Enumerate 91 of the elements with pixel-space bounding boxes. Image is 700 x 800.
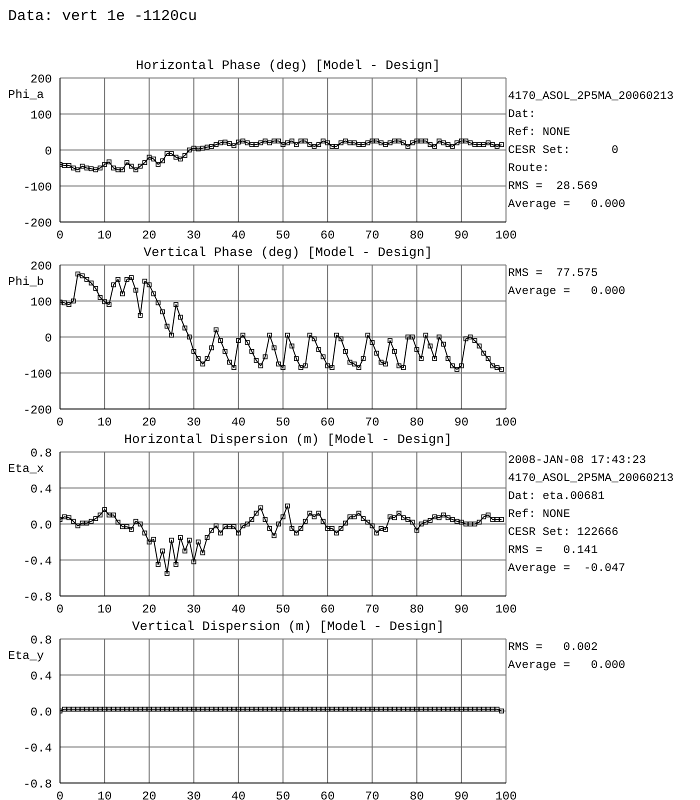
text: Average = 0.000 [508, 284, 626, 300]
x-tick-label: 50 [276, 602, 290, 617]
text: RMS = 77.575 [508, 266, 599, 282]
y-axis-title: Phi_b [8, 275, 44, 289]
y-tick-label: 100 [30, 108, 52, 122]
x-tick-label: 80 [410, 790, 424, 800]
text: Ref: NONE [508, 507, 572, 523]
text: Dat: [508, 107, 537, 123]
x-tick-label: 70 [364, 602, 380, 617]
y-tick-label: 200 [30, 259, 52, 274]
text: Average = 0.000 [508, 658, 626, 674]
x-tick-label: 50 [276, 790, 290, 800]
x-tick-label: 70 [364, 790, 380, 800]
x-tick-label: 20 [142, 416, 156, 430]
x-tick-label: 20 [142, 790, 156, 800]
y-tick-label: 0 [44, 144, 52, 158]
x-tick-label: 100 [495, 416, 517, 430]
chart-title: Horizontal Phase (deg) [Model - Design] [134, 58, 442, 73]
x-tick-label: 100 [495, 228, 517, 243]
x-tick-label: 90 [454, 228, 469, 243]
x-tick-label: 40 [231, 602, 246, 617]
x-tick-label: 10 [97, 416, 112, 430]
x-tick-label: 20 [142, 228, 156, 243]
text: Average = -0.047 [508, 561, 626, 577]
y-tick-label: 0.0 [30, 518, 52, 532]
x-tick-label: 90 [454, 602, 469, 617]
text: Route: [508, 161, 550, 177]
x-tick-label: 100 [495, 790, 517, 800]
text: Dat: eta.00681 [508, 489, 606, 505]
y-tick-label: -0.8 [23, 590, 52, 604]
x-tick-label: 0 [56, 602, 64, 617]
x-tick-label: 0 [56, 416, 64, 430]
x-tick-label: 60 [320, 790, 335, 800]
text: 4170_ASOL_2P5MA_20060213 [508, 89, 674, 105]
x-tick-label: 80 [410, 602, 424, 617]
y-tick-label: 0.0 [30, 705, 52, 720]
x-tick-label: 90 [454, 790, 469, 800]
text: CESR Set: 0 [508, 143, 620, 159]
y-tick-label: -0.8 [23, 777, 52, 792]
y-tick-label: 0.4 [30, 669, 52, 684]
x-tick-label: 100 [495, 602, 517, 617]
text: 2008-JAN-08 17:43:23 [508, 453, 648, 469]
y-tick-label: 200 [30, 72, 52, 86]
y-tick-label: -100 [23, 367, 52, 382]
y-tick-label: 0.8 [30, 633, 52, 648]
x-tick-label: 40 [231, 790, 246, 800]
x-tick-label: 10 [97, 790, 112, 800]
x-tick-label: 10 [97, 602, 112, 617]
x-tick-label: 70 [364, 228, 380, 243]
x-tick-label: 30 [186, 602, 202, 617]
x-tick-label: 60 [320, 416, 335, 430]
text: RMS = 28.569 [508, 179, 599, 195]
text: Average = 0.000 [508, 197, 626, 213]
x-tick-label: 70 [364, 416, 380, 430]
x-tick-label: 0 [56, 790, 64, 800]
text: RMS = 0.002 [508, 640, 599, 656]
chart-title: Vertical Phase (deg) [Model - Design] [142, 245, 434, 260]
x-tick-label: 30 [186, 228, 202, 243]
x-tick-label: 30 [186, 416, 202, 430]
x-tick-label: 30 [186, 790, 202, 800]
x-tick-label: 10 [97, 228, 112, 243]
y-tick-label: -200 [23, 403, 52, 418]
y-tick-label: -200 [23, 216, 52, 230]
y-axis-title: Phi_a [8, 88, 44, 102]
x-tick-label: 60 [320, 228, 335, 243]
y-tick-label: -0.4 [23, 554, 52, 568]
y-tick-label: 0.4 [30, 482, 52, 496]
y-tick-label: 100 [30, 295, 52, 310]
chart-title: Horizontal Dispersion (m) [Model - Design] [123, 432, 453, 447]
x-tick-label: 60 [320, 602, 335, 617]
x-tick-label: 0 [56, 228, 64, 243]
x-tick-label: 40 [231, 416, 246, 430]
y-axis-title: Eta_x [8, 462, 44, 476]
text: Ref: NONE [508, 125, 572, 141]
y-tick-label: -0.4 [23, 741, 52, 756]
y-tick-label: -100 [23, 180, 52, 194]
text: 4170_ASOL_2P5MA_20060213 [508, 471, 674, 487]
x-tick-label: 90 [454, 416, 469, 430]
x-tick-label: 50 [276, 416, 290, 430]
x-tick-label: 50 [276, 228, 290, 243]
x-tick-label: 20 [142, 602, 156, 617]
y-tick-label: 0.8 [30, 446, 52, 460]
text: RMS = 0.141 [508, 543, 599, 559]
x-tick-label: 40 [231, 228, 246, 243]
x-tick-label: 80 [410, 416, 424, 430]
x-tick-label: 80 [410, 228, 424, 243]
y-axis-title: Eta_y [8, 649, 44, 663]
text: Data: vert 1e -1120cu [8, 8, 198, 27]
text: CESR Set: 122666 [508, 525, 620, 541]
y-tick-label: 0 [44, 331, 52, 346]
chart-title: Vertical Dispersion (m) [Model - Design] [130, 619, 446, 634]
